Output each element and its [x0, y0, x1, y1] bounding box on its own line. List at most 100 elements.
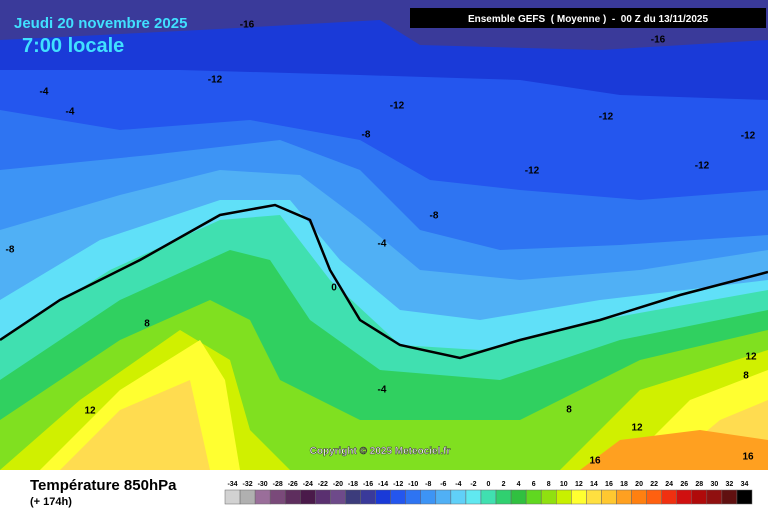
contour-label: 12 [631, 423, 643, 434]
contour-label: -12 [390, 101, 405, 112]
contour-label: 12 [84, 406, 96, 417]
legend-swatch [269, 489, 286, 505]
legend-label: 18 [620, 481, 628, 488]
legend-swatch [571, 489, 587, 505]
legend-swatch [631, 489, 647, 505]
legend-label: 12 [575, 481, 583, 488]
contour-label: -12 [695, 161, 710, 172]
contour-labels: -16 -16 -12 -4 -4 -12 -12 -12 -8 -12 -12 -8 -4 -8 0 8 -4… [6, 20, 757, 467]
contour-label: -4 [378, 239, 387, 250]
copyright: Copyright © 2025 Meteociel.fr [310, 446, 451, 457]
lead-time: (+ 174h) [30, 496, 72, 508]
contour-label: -12 [525, 166, 540, 177]
legend-label: 22 [650, 481, 658, 488]
legend-label: -10 [408, 481, 418, 488]
contour-label: -12 [599, 112, 614, 123]
legend-label: 14 [590, 481, 598, 488]
contour-label: 8 [743, 371, 749, 382]
legend-swatch [405, 489, 421, 505]
legend-label: -20 [333, 481, 343, 488]
legend-label: 20 [635, 481, 643, 488]
legend-swatch [661, 489, 677, 505]
legend-swatch [315, 489, 331, 505]
legend-swatch [721, 489, 738, 505]
header-box [410, 8, 766, 28]
legend-swatch [586, 489, 602, 505]
legend-swatch [510, 489, 527, 505]
legend-swatch [224, 489, 241, 505]
contour-label: 16 [742, 452, 754, 463]
legend-label: 0 [487, 481, 491, 488]
legend-label: -22 [318, 481, 328, 488]
legend-label: -24 [303, 481, 313, 488]
contour-label: -4 [378, 385, 387, 396]
legend-label: 30 [710, 481, 718, 488]
contour-label: 0 [331, 283, 337, 294]
legend-label: 32 [726, 481, 734, 488]
legend-swatch [239, 489, 256, 505]
legend-label: 8 [547, 481, 551, 488]
legend-swatch [676, 489, 693, 505]
model-run: Ensemble GEFS ( Moyenne ) - 00 Z du 13/1… [468, 14, 709, 25]
legend-label: -32 [243, 481, 253, 488]
legend-label: -14 [378, 481, 388, 488]
legend-swatch [646, 489, 662, 505]
legend-swatch [330, 489, 346, 505]
contour-label: -8 [6, 245, 15, 256]
legend-swatch [616, 489, 632, 505]
legend-swatch [300, 489, 316, 505]
legend-label: 6 [532, 481, 536, 488]
legend-swatch [465, 489, 482, 505]
legend-label: 16 [605, 481, 613, 488]
legend-swatch [601, 489, 617, 505]
legend-label: 2 [502, 481, 506, 488]
legend-label: -28 [273, 481, 283, 488]
legend-label: -16 [363, 481, 373, 488]
legend-swatch [480, 489, 497, 505]
legend-swatch [390, 489, 406, 505]
legend-label: -34 [227, 481, 237, 488]
legend-label: 26 [680, 481, 688, 488]
legend-swatch [435, 489, 452, 505]
variable: Température 850hPa [30, 477, 177, 494]
contour-label: 16 [589, 456, 601, 467]
legend-swatch [375, 489, 391, 505]
contour-label: -16 [651, 35, 666, 46]
legend-swatch [706, 489, 723, 505]
legend-label: -6 [440, 481, 446, 488]
legend-label: 34 [741, 481, 749, 488]
legend-swatch [450, 489, 467, 505]
legend-swatch [284, 489, 301, 505]
legend-swatch [540, 489, 557, 505]
contour-label: 8 [144, 319, 150, 330]
legend-label: 24 [665, 481, 673, 488]
legend-swatch [525, 489, 542, 505]
time: 7:00 locale [22, 35, 124, 57]
date: Jeudi 20 novembre 2025 [14, 15, 187, 32]
legend-label: -4 [455, 481, 461, 488]
color-legend: -34 -32 -30 -28 -26 -24 -22 -20 -18 -16 -14 -12 -10-… [224, 481, 753, 505]
contour-label: -8 [362, 130, 371, 141]
contour-label: -8 [430, 211, 439, 222]
temperature-field [0, 0, 768, 470]
contour-label: -4 [66, 107, 75, 118]
legend-label: 28 [695, 481, 703, 488]
legend-swatch [254, 489, 271, 505]
legend-label: -26 [288, 481, 298, 488]
legend-swatch [345, 489, 361, 505]
legend-label: -18 [348, 481, 358, 488]
legend-swatch [420, 489, 437, 505]
legend-swatch [360, 489, 376, 505]
legend-label: 10 [560, 481, 568, 488]
contour-label: 8 [566, 405, 572, 416]
legend-swatch [736, 489, 753, 505]
contour-label: -12 [741, 131, 756, 142]
legend-label: -8 [425, 481, 431, 488]
legend-label: 4 [517, 481, 521, 488]
legend-swatch [495, 489, 512, 505]
legend-label: -12 [393, 481, 403, 488]
legend-swatch [556, 489, 572, 505]
contour-label: -16 [240, 20, 255, 31]
contour-label: -4 [40, 87, 49, 98]
